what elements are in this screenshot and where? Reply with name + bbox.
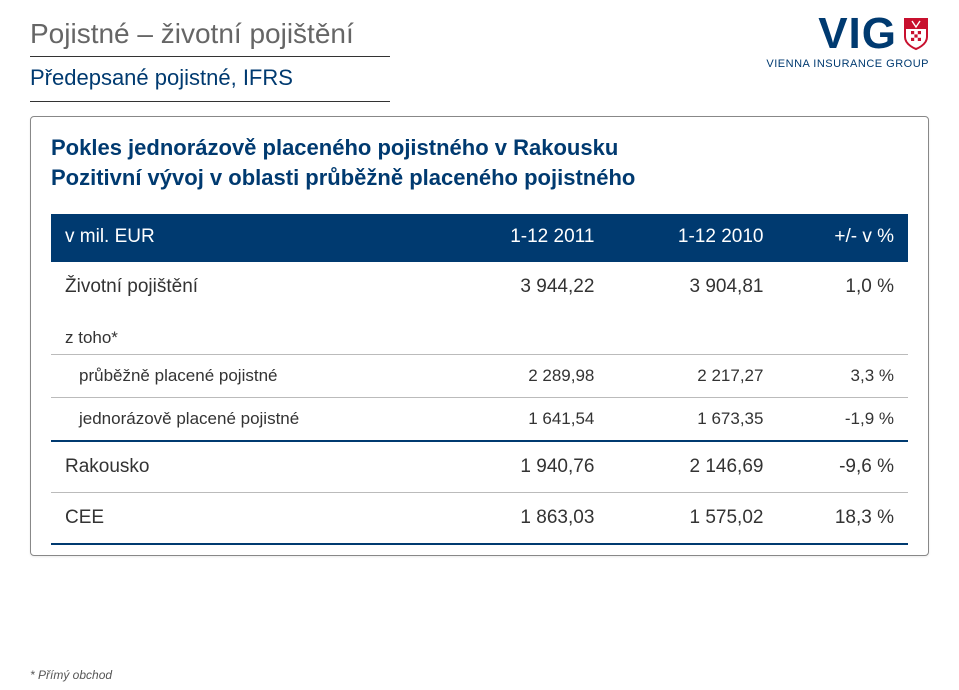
callout-line-1: Pokles jednorázově placeného pojistného … — [51, 135, 618, 160]
slide: VIG VIENNA INSURANCE GROUP Pojistné – ži… — [0, 0, 959, 690]
cell-2011: 1 641,54 — [441, 398, 608, 442]
subtitle-rule — [30, 101, 390, 102]
callout-line-2: Pozitivní vývoj v oblasti průběžně place… — [51, 165, 635, 190]
cell-pct: 3,3 % — [777, 355, 908, 398]
cell-pct: 1,0 % — [777, 261, 908, 312]
cell-label: Rakousko — [51, 441, 441, 493]
row-life: Životní pojištění 3 944,22 3 904,81 1,0 … — [51, 261, 908, 312]
shield-icon — [903, 17, 929, 51]
cell-2010: 1 575,02 — [608, 493, 777, 545]
cell-2010: 2 146,69 — [608, 441, 777, 493]
cell-2010: 2 217,27 — [608, 355, 777, 398]
cell-2011: 1 863,03 — [441, 493, 608, 545]
cell-pct: -1,9 % — [777, 398, 908, 442]
title-rule — [30, 56, 390, 57]
cell-label: průběžně placené pojistné — [51, 355, 441, 398]
cell-label: jednorázově placené pojistné — [51, 398, 441, 442]
logo: VIG VIENNA INSURANCE GROUP — [766, 12, 929, 70]
cell-label: CEE — [51, 493, 441, 545]
logo-row: VIG — [766, 12, 929, 56]
row-austria: Rakousko 1 940,76 2 146,69 -9,6 % — [51, 441, 908, 493]
row-grouphead: z toho* — [51, 312, 908, 355]
data-table: v mil. EUR 1-12 2011 1-12 2010 +/- v % Ž… — [51, 214, 908, 545]
callout: Pokles jednorázově placeného pojistného … — [51, 133, 908, 192]
col-header-pct: +/- v % — [777, 214, 908, 261]
cell-label: Životní pojištění — [51, 261, 441, 312]
logo-text: VIG — [818, 12, 897, 56]
row-single: jednorázově placené pojistné 1 641,54 1 … — [51, 398, 908, 442]
cell-grouphead: z toho* — [51, 312, 908, 355]
cell-2010: 1 673,35 — [608, 398, 777, 442]
footnote: * Přímý obchod — [30, 668, 112, 682]
content-box: Pokles jednorázově placeného pojistného … — [30, 116, 929, 556]
cell-pct: -9,6 % — [777, 441, 908, 493]
cell-pct: 18,3 % — [777, 493, 908, 545]
cell-2011: 2 289,98 — [441, 355, 608, 398]
cell-2011: 3 944,22 — [441, 261, 608, 312]
col-header-2010: 1-12 2010 — [608, 214, 777, 261]
logo-tagline: VIENNA INSURANCE GROUP — [766, 58, 929, 70]
row-cee: CEE 1 863,03 1 575,02 18,3 % — [51, 493, 908, 545]
cell-2011: 1 940,76 — [441, 441, 608, 493]
table-header-row: v mil. EUR 1-12 2011 1-12 2010 +/- v % — [51, 214, 908, 261]
col-header-label: v mil. EUR — [51, 214, 441, 261]
col-header-2011: 1-12 2011 — [441, 214, 608, 261]
cell-2010: 3 904,81 — [608, 261, 777, 312]
row-recurrent: průběžně placené pojistné 2 289,98 2 217… — [51, 355, 908, 398]
